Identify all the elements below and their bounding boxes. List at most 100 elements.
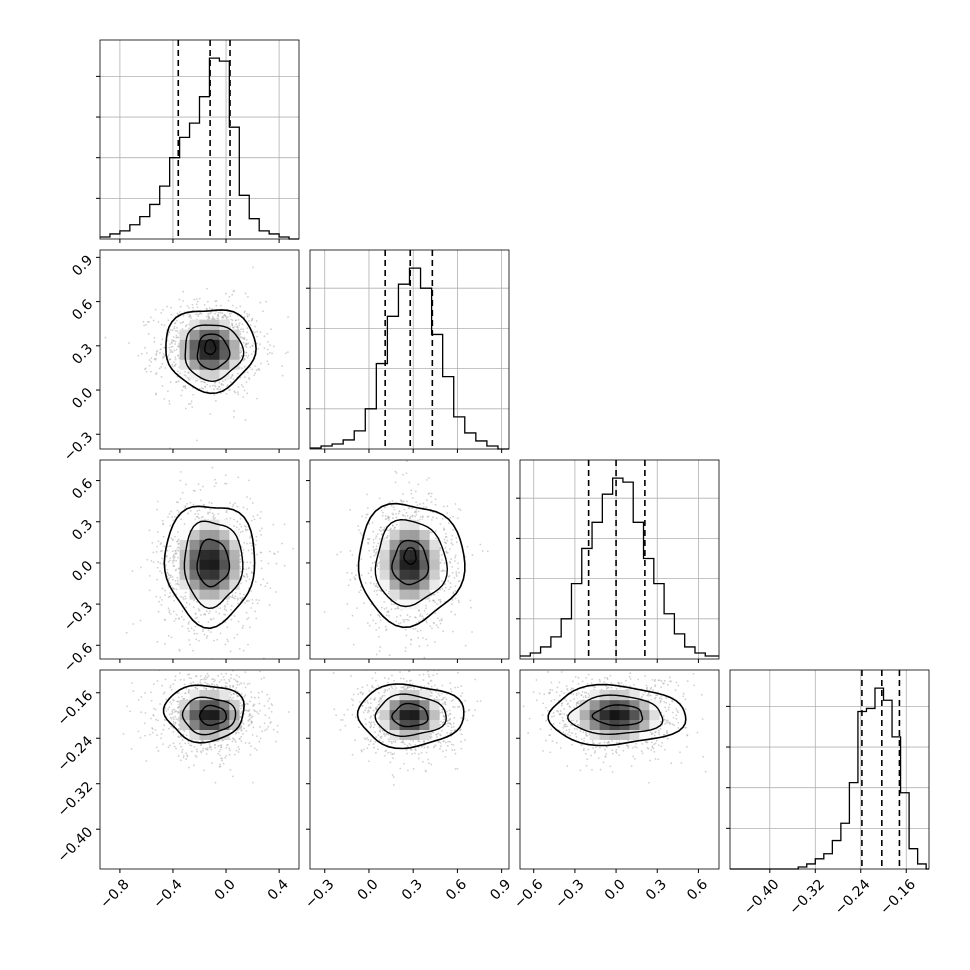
sample-point xyxy=(186,304,189,307)
sample-point xyxy=(450,688,452,690)
sample-point xyxy=(373,590,376,592)
sample-point xyxy=(181,328,184,330)
sample-point xyxy=(417,636,420,639)
density-bin xyxy=(389,529,400,540)
sample-point xyxy=(437,599,440,601)
sample-point xyxy=(409,517,412,520)
sample-point xyxy=(215,611,217,613)
sample-point xyxy=(219,765,222,768)
density-bin xyxy=(199,559,210,570)
sample-point xyxy=(258,740,261,743)
sample-point xyxy=(222,384,224,386)
sample-point xyxy=(167,354,170,356)
sample-point xyxy=(373,561,376,564)
sample-point xyxy=(247,710,250,713)
sample-point xyxy=(383,676,386,679)
sample-point xyxy=(177,692,180,694)
sample-point xyxy=(454,585,457,588)
sample-point xyxy=(179,678,182,681)
sample-point xyxy=(172,742,175,745)
sample-point xyxy=(174,343,177,345)
sample-point xyxy=(255,320,258,322)
density-bin xyxy=(209,689,220,701)
sample-point xyxy=(245,611,248,614)
sample-point xyxy=(447,580,450,583)
sample-point xyxy=(167,708,170,710)
sample-point xyxy=(149,370,152,373)
sample-point xyxy=(159,562,162,565)
sample-point xyxy=(447,660,449,662)
sample-point xyxy=(254,372,257,375)
sample-point xyxy=(406,460,408,463)
sample-point xyxy=(471,631,473,633)
sample-point xyxy=(440,617,443,620)
sample-point xyxy=(233,518,235,521)
sample-point xyxy=(239,531,242,534)
sample-point xyxy=(406,614,409,616)
sample-point xyxy=(368,721,371,724)
sample-point xyxy=(245,346,248,348)
sample-point xyxy=(232,596,235,599)
sample-point xyxy=(188,673,191,676)
density-bin xyxy=(429,579,440,590)
sample-point xyxy=(233,289,236,292)
sample-point xyxy=(251,598,254,601)
sample-point xyxy=(224,621,227,624)
sample-point xyxy=(422,637,424,639)
sample-point xyxy=(191,750,193,753)
sample-point xyxy=(445,542,447,544)
density-bin xyxy=(209,709,220,721)
sample-point xyxy=(157,719,159,722)
sample-point xyxy=(208,317,210,319)
sample-point xyxy=(375,545,378,548)
density-bin xyxy=(219,329,230,340)
sample-point xyxy=(175,336,178,339)
sample-point xyxy=(240,740,243,743)
sample-point xyxy=(226,385,228,388)
sample-point xyxy=(203,633,206,636)
sample-point xyxy=(194,625,197,628)
sample-point xyxy=(455,573,458,576)
sample-point xyxy=(181,739,184,742)
sample-point xyxy=(370,568,373,571)
sample-point xyxy=(447,575,450,578)
sample-point xyxy=(177,556,179,559)
sample-point xyxy=(151,541,154,544)
sample-point xyxy=(220,757,223,760)
sample-point xyxy=(170,306,172,309)
density-bin xyxy=(189,529,200,540)
sample-point xyxy=(379,646,382,648)
sample-point xyxy=(450,542,453,545)
sample-point xyxy=(433,593,436,596)
density-bin xyxy=(179,719,190,730)
density-bin xyxy=(229,339,240,350)
sample-point xyxy=(399,621,402,624)
sample-point xyxy=(176,330,179,333)
sample-point xyxy=(247,567,250,570)
sample-point xyxy=(153,336,156,339)
sample-point xyxy=(244,310,246,313)
sample-point xyxy=(231,775,234,778)
sample-point xyxy=(155,354,158,356)
sample-point xyxy=(226,686,228,688)
sample-point xyxy=(253,342,255,345)
sample-point xyxy=(185,752,187,755)
sample-point xyxy=(173,327,176,330)
sample-point xyxy=(228,296,231,298)
sample-point xyxy=(374,622,377,625)
sample-point xyxy=(449,517,451,519)
sample-point xyxy=(246,576,249,578)
sample-point xyxy=(245,730,248,732)
sample-point xyxy=(252,515,255,518)
sample-point xyxy=(180,394,183,397)
sample-point xyxy=(393,508,396,511)
sample-point xyxy=(267,341,269,343)
sample-point xyxy=(212,388,215,391)
sample-point xyxy=(172,555,175,558)
sample-point xyxy=(235,306,238,309)
sample-point xyxy=(263,722,266,725)
density-bin xyxy=(219,369,230,380)
sample-point xyxy=(361,534,363,536)
sample-point xyxy=(225,511,228,514)
sample-point xyxy=(411,515,414,518)
